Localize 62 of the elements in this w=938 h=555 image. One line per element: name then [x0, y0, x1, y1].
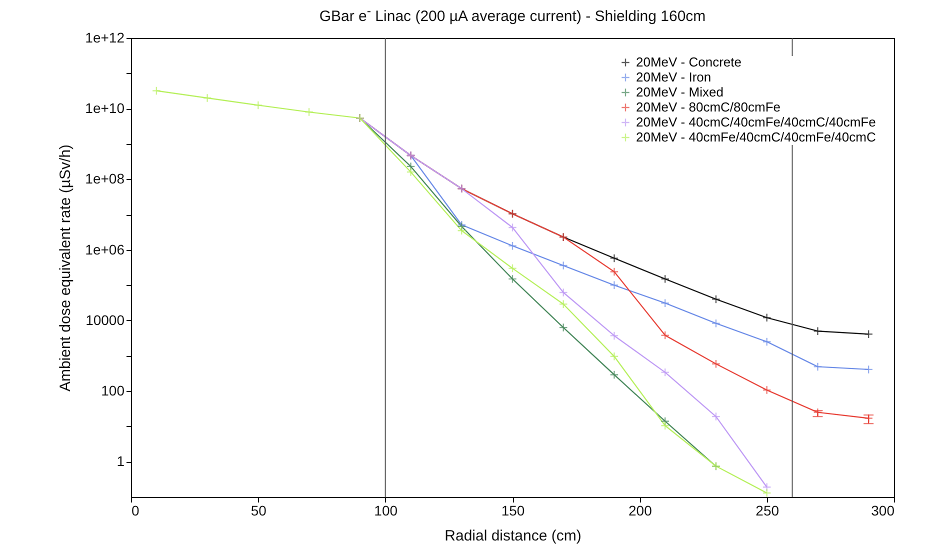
point: [762, 482, 772, 492]
point: [711, 412, 720, 422]
point: [610, 267, 619, 276]
x-tick-label: 50: [250, 502, 267, 518]
point: [508, 223, 517, 232]
point: [813, 326, 822, 336]
y-tick-label: 1e+06: [85, 241, 125, 258]
point: [660, 368, 670, 377]
x-tick-label: 250: [756, 502, 780, 518]
x-axis-title: Radial distance (cm): [444, 528, 582, 544]
point: [254, 100, 263, 110]
point: [711, 294, 720, 304]
point: [610, 254, 619, 263]
legend-label: 20MeV - 40cmC/40cmFe/40cmC/40cmFe: [636, 114, 876, 130]
point: [558, 323, 568, 332]
point: [406, 168, 416, 176]
y-tick-label: 10000: [86, 312, 125, 328]
point: [864, 364, 874, 374]
point: [558, 288, 568, 297]
point: [508, 241, 517, 250]
point: [202, 94, 212, 102]
point: [864, 330, 874, 339]
point: [406, 162, 416, 171]
point: [610, 280, 619, 290]
legend-label: 20MeV - Concrete: [636, 54, 742, 70]
y-tick-label: 1: [116, 453, 125, 470]
point: [660, 274, 670, 284]
point: [610, 352, 619, 361]
point: [508, 264, 517, 273]
x-tick-label: 150: [501, 502, 525, 518]
y-tick-label: 100: [101, 382, 125, 399]
x-tick-label: 200: [628, 502, 652, 518]
point: [457, 226, 466, 236]
point: [762, 313, 772, 322]
chart-title: GBar e$^{-}$ Linac (200 µA average current) - Shielding 160cm: [318, 4, 707, 25]
point: [152, 86, 161, 96]
x-tick-label: 0: [132, 502, 140, 518]
y-tick-label: 1e+10: [85, 100, 125, 116]
point: [610, 331, 619, 340]
point: [660, 330, 670, 340]
legend-label: 20MeV - Iron: [636, 70, 712, 84]
y-axis-title: Ambient dose equivalent rate (µSv/h): [57, 144, 74, 392]
y-tick-label: 1e+12: [85, 30, 125, 46]
point: [558, 300, 568, 309]
point: [711, 318, 720, 328]
point: [762, 386, 772, 395]
legend-label: 20MeV - Mixed: [636, 84, 724, 100]
point: [762, 337, 772, 346]
y-tick-label: 1e+08: [85, 170, 125, 187]
legend-label: 20MeV - 40cmFe/40cmC/40cmFe/40cmC: [636, 130, 876, 144]
point: [660, 298, 670, 308]
point: [610, 370, 619, 380]
legend-label: 20MeV - 80cmC/80cmFe: [636, 100, 780, 114]
point: [762, 488, 772, 498]
point: [558, 261, 568, 270]
x-tick-label: 300: [871, 502, 895, 518]
point: [813, 362, 822, 372]
point: [711, 359, 720, 368]
x-tick-label: 100: [374, 502, 398, 518]
point: [660, 421, 670, 430]
point: [508, 274, 517, 284]
point: [304, 108, 314, 117]
